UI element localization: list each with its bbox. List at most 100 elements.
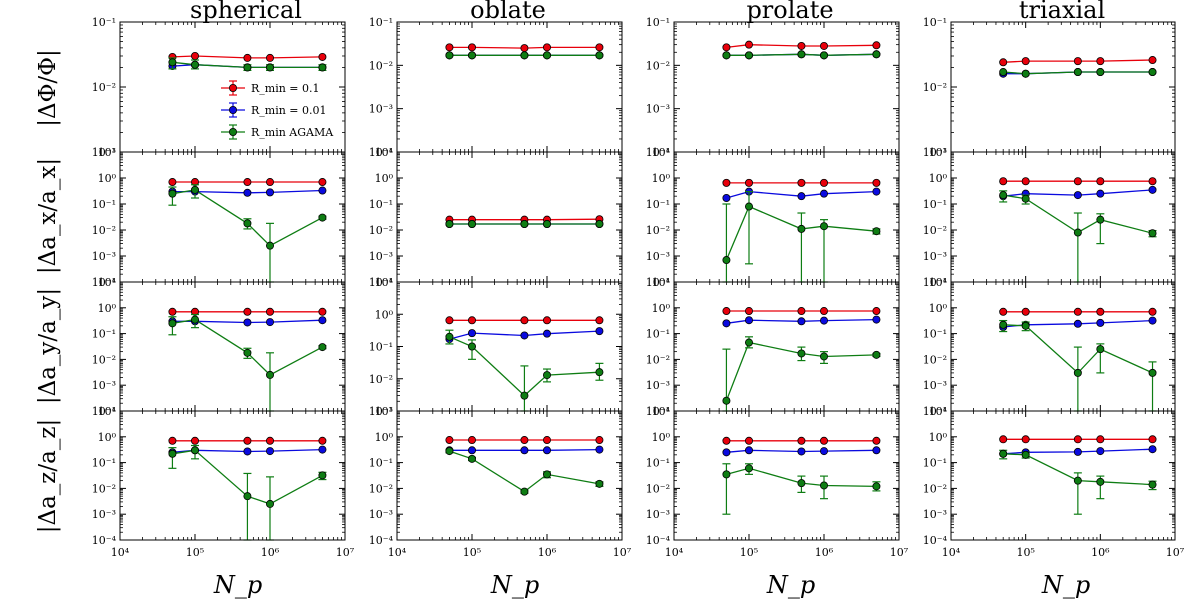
y-tick-label: 10⁻² bbox=[369, 224, 393, 237]
data-point bbox=[1073, 68, 1082, 77]
data-point bbox=[722, 470, 731, 479]
data-point bbox=[872, 436, 881, 445]
data-point bbox=[318, 178, 327, 187]
x-tick-label: 10⁵ bbox=[186, 546, 204, 559]
data-point bbox=[318, 343, 327, 352]
y-tick-label: 10⁻³ bbox=[646, 103, 670, 116]
data-point bbox=[265, 318, 274, 327]
y-tick-label: 10¹ bbox=[98, 146, 116, 159]
data-point bbox=[1096, 435, 1105, 444]
panel-frame bbox=[673, 151, 900, 283]
panel-r4-c4: 10⁻⁴ 10⁻³ 10⁻² 10⁻¹ 10⁰ 10¹ 10⁴ 10⁵ 10⁶ 10⁷ bbox=[923, 405, 1185, 559]
data-point bbox=[168, 178, 177, 187]
y-tick-label: 10⁻⁴ bbox=[646, 405, 671, 418]
x-axis-label-col2: N_p bbox=[490, 571, 539, 599]
data-point bbox=[1021, 194, 1030, 203]
data-point bbox=[745, 178, 754, 187]
data-point bbox=[722, 436, 731, 445]
panel-frame bbox=[119, 281, 346, 412]
data-point bbox=[1148, 177, 1157, 186]
y-tick-label: 10⁰ bbox=[98, 431, 117, 444]
x-tick-label: 10⁴ bbox=[111, 546, 130, 559]
data-point bbox=[467, 316, 476, 325]
y-tick-label: 10⁻² bbox=[923, 224, 947, 237]
data-point bbox=[722, 396, 731, 405]
data-point bbox=[1073, 447, 1082, 456]
y-tick-label: 10⁻² bbox=[923, 353, 947, 366]
y-tick-label: 10⁻² bbox=[92, 353, 116, 366]
data-point bbox=[1021, 435, 1030, 444]
data-point bbox=[243, 447, 252, 456]
y-tick-label: 10¹ bbox=[652, 405, 670, 418]
data-point bbox=[520, 331, 529, 340]
data-point bbox=[1096, 177, 1105, 186]
x-tick-label: 10⁴ bbox=[665, 546, 684, 559]
data-point bbox=[999, 435, 1008, 444]
data-point bbox=[797, 317, 806, 326]
y-tick-label: 10⁻² bbox=[92, 224, 116, 237]
y-tick-label: 10⁰ bbox=[98, 172, 117, 185]
data-point bbox=[872, 315, 881, 324]
data-point bbox=[467, 454, 476, 463]
data-point bbox=[265, 188, 274, 197]
data-point bbox=[1096, 307, 1105, 316]
y-tick-label: 10⁰ bbox=[929, 431, 948, 444]
y-tick-label: 10⁻² bbox=[646, 482, 670, 495]
data-point bbox=[595, 445, 604, 454]
data-point bbox=[243, 188, 252, 197]
data-point bbox=[595, 316, 604, 325]
legend-marker bbox=[228, 106, 237, 115]
y-tick-label: 10¹ bbox=[375, 405, 393, 418]
y-tick-label: 10⁻¹ bbox=[92, 16, 116, 29]
x-tick-label: 10⁷ bbox=[613, 546, 632, 559]
data-point bbox=[265, 53, 274, 62]
data-point bbox=[543, 371, 552, 380]
data-point bbox=[467, 436, 476, 445]
y-tick-label: 10⁻² bbox=[646, 59, 670, 72]
data-point bbox=[797, 349, 806, 358]
data-point bbox=[190, 185, 199, 194]
data-point bbox=[999, 320, 1008, 329]
y-tick-label: 10¹ bbox=[929, 146, 947, 159]
x-tick-label: 10⁵ bbox=[1016, 546, 1034, 559]
y-tick-label: 10⁰ bbox=[375, 431, 394, 444]
data-point bbox=[445, 447, 454, 456]
legend-label: R_min AGAMA bbox=[251, 126, 334, 139]
data-point bbox=[1096, 57, 1105, 66]
y-tick-label: 10⁻¹ bbox=[369, 16, 393, 29]
data-point bbox=[722, 194, 731, 203]
panel-r2-c2: 10⁻⁴ 10⁻³ 10⁻² 10⁻¹ 10⁰ 10¹ bbox=[369, 146, 623, 289]
data-point bbox=[595, 220, 604, 229]
data-point bbox=[318, 445, 327, 454]
data-point bbox=[595, 479, 604, 488]
data-point bbox=[543, 446, 552, 455]
legend: R_min = 0.1 R_min = 0.01 R_min AGAMA bbox=[221, 80, 334, 140]
data-point bbox=[1148, 229, 1157, 238]
row-label-potential: |ΔΦ/Φ| bbox=[35, 49, 61, 127]
panel-grid: 10⁻³ 10⁻² 10⁻¹ 10⁻⁴ 10⁻³ 10⁻² 10⁻¹ 10⁻⁴ 10⁻³ 10⁻²… bbox=[92, 16, 1185, 559]
x-tick-label: 10⁶ bbox=[261, 546, 280, 559]
panel-r3-c1: 10⁻⁴ 10⁻³ 10⁻² 10⁻¹ 10⁰ 10¹ bbox=[92, 276, 346, 418]
data-point bbox=[1096, 318, 1105, 327]
data-point bbox=[999, 307, 1008, 316]
y-tick-label: 10⁻¹ bbox=[92, 457, 116, 470]
y-tick-label: 10⁻⁴ bbox=[92, 276, 117, 289]
data-point bbox=[445, 316, 454, 325]
y-tick-label: 10⁻¹ bbox=[92, 328, 116, 341]
y-tick-label: 10⁻⁴ bbox=[646, 146, 671, 159]
y-tick-label: 10⁻¹ bbox=[923, 198, 947, 211]
data-point bbox=[243, 63, 252, 72]
data-point bbox=[872, 307, 881, 316]
data-point bbox=[190, 436, 199, 445]
column-title-prolate: prolate bbox=[746, 0, 833, 24]
panel-frame bbox=[673, 410, 900, 541]
data-point bbox=[745, 436, 754, 445]
y-tick-label: 10⁻³ bbox=[923, 250, 947, 263]
y-tick-label: 10⁻³ bbox=[369, 250, 393, 263]
panel-frame bbox=[950, 410, 1176, 541]
data-point bbox=[820, 189, 829, 198]
legend-marker bbox=[228, 84, 237, 93]
data-point bbox=[820, 447, 829, 456]
y-tick-label: 10⁻³ bbox=[646, 508, 670, 521]
panel-r1-c2: 10⁻⁴ 10⁻³ 10⁻² 10⁻¹ bbox=[369, 16, 623, 159]
